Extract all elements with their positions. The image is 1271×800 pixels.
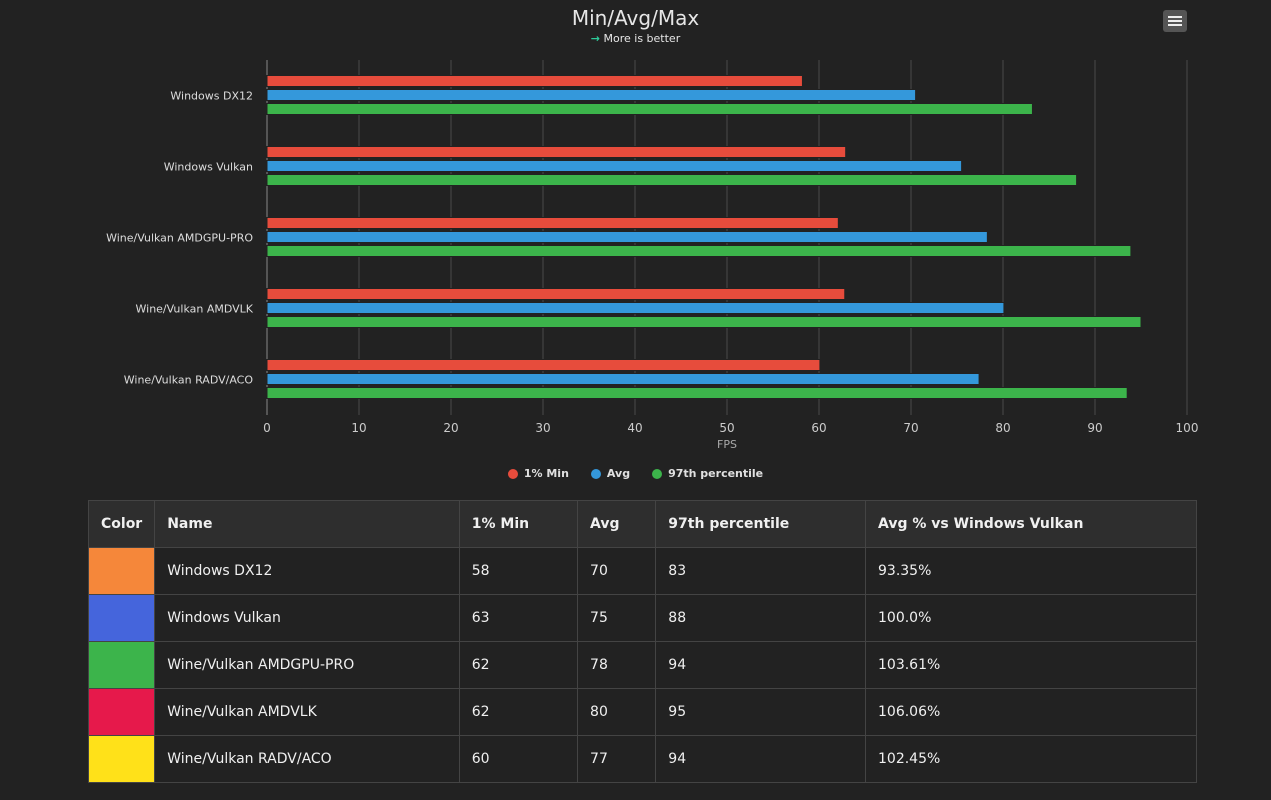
table-header-row: Color Name 1% Min Avg 97th percentile Avg % v… — [87, 500, 1197, 548]
legend-label: 97th percentile — [668, 467, 764, 480]
column-header: 97th percentile — [655, 500, 866, 548]
x-axis-label: FPS — [717, 438, 737, 451]
y-category-label: Wine/Vulkan RADV/ACO — [124, 374, 254, 387]
column-header: Name — [154, 500, 460, 548]
legend-dot-icon — [652, 468, 663, 479]
chart-subtitle: → More is better — [0, 32, 1271, 45]
cell-avg: 80 — [577, 688, 657, 736]
legend-item[interactable]: 1% Min — [507, 467, 569, 480]
cell-min: 60 — [458, 735, 579, 783]
bar-1-min[interactable] — [266, 75, 803, 87]
bar-avg[interactable] — [266, 89, 917, 101]
color-swatch — [87, 547, 156, 595]
cell-pct: 100.0% — [865, 594, 1197, 642]
bar-avg[interactable] — [266, 373, 980, 385]
table-row: Windows Vulkan 63 75 88 100.0% — [87, 594, 1197, 642]
x-tick-label: 100 — [1176, 421, 1199, 435]
cell-avg: 70 — [577, 547, 657, 595]
x-tick-label: 40 — [627, 421, 642, 435]
legend-dot-icon — [507, 468, 518, 479]
subtitle-text: More is better — [603, 32, 681, 45]
arrow-right-icon: → — [590, 32, 600, 45]
color-swatch — [87, 688, 156, 736]
cell-avg: 77 — [577, 735, 657, 783]
color-swatch — [87, 641, 156, 689]
cell-name: Windows DX12 — [154, 547, 460, 595]
y-category-label: Wine/Vulkan AMDVLK — [136, 303, 254, 316]
cell-pct: 103.61% — [865, 641, 1197, 689]
bar-avg[interactable] — [266, 160, 963, 172]
legend-label: 1% Min — [523, 467, 569, 480]
cell-avg: 78 — [577, 641, 657, 689]
cell-name: Wine/Vulkan AMDVLK — [154, 688, 460, 736]
x-tick-label: 50 — [719, 421, 734, 435]
bar-chart: 0 10 20 30 40 50 60 70 80 90 100 FPS Windows DX12 Win… — [106, 60, 1199, 451]
cell-min: 58 — [458, 547, 579, 595]
cell-p97: 95 — [655, 688, 866, 736]
x-tick-label: 80 — [995, 421, 1010, 435]
column-header: Avg % vs Windows Vulkan — [865, 500, 1197, 548]
chart-legend: 1% Min Avg 97th percentile — [0, 467, 1271, 480]
cell-pct: 93.35% — [865, 547, 1197, 595]
cell-name: Windows Vulkan — [154, 594, 460, 642]
bar-1-min[interactable] — [266, 217, 839, 229]
y-category-label: Windows Vulkan — [164, 161, 253, 174]
bar-1-min[interactable] — [266, 359, 821, 371]
cell-name: Wine/Vulkan AMDGPU-PRO — [154, 641, 460, 689]
bar-avg[interactable] — [266, 231, 988, 243]
x-tick-label: 0 — [263, 421, 271, 435]
cell-p97: 83 — [655, 547, 866, 595]
cell-min: 62 — [458, 688, 579, 736]
x-tick-label: 90 — [1087, 421, 1102, 435]
y-category-label: Wine/Vulkan AMDGPU-PRO — [106, 232, 253, 245]
cell-min: 63 — [458, 594, 579, 642]
cell-avg: 75 — [577, 594, 657, 642]
cell-p97: 88 — [655, 594, 866, 642]
legend-item[interactable]: 97th percentile — [652, 467, 763, 480]
bar-avg[interactable] — [266, 302, 1005, 314]
cell-p97: 94 — [655, 735, 866, 783]
column-header: 1% Min — [458, 500, 579, 548]
legend-label: Avg — [606, 467, 631, 480]
color-swatch — [87, 735, 156, 783]
results-table: Color Name 1% Min Avg 97th percentile Avg % v… — [87, 500, 1197, 783]
bar-1-min[interactable] — [266, 146, 847, 158]
chart-title: Min/Avg/Max — [571, 6, 700, 30]
bar-97th-percentile[interactable] — [266, 387, 1128, 399]
x-tick-label: 10 — [351, 421, 366, 435]
cell-p97: 94 — [655, 641, 866, 689]
bar-97th-percentile[interactable] — [266, 174, 1078, 186]
hamburger-menu-button[interactable] — [1163, 10, 1187, 32]
cell-name: Wine/Vulkan RADV/ACO — [154, 735, 460, 783]
color-swatch — [87, 594, 156, 642]
column-header: Avg — [577, 500, 657, 548]
x-tick-label: 70 — [903, 421, 918, 435]
table-row: Wine/Vulkan AMDVLK 62 80 95 106.06% — [87, 688, 1197, 736]
bar-97th-percentile[interactable] — [266, 103, 1033, 115]
cell-pct: 106.06% — [865, 688, 1197, 736]
cell-pct: 102.45% — [865, 735, 1197, 783]
x-tick-label: 30 — [535, 421, 550, 435]
table-row: Windows DX12 58 70 83 93.35% — [87, 547, 1197, 595]
y-category-label: Windows DX12 — [170, 90, 253, 103]
legend-dot-icon — [590, 468, 601, 479]
table-row: Wine/Vulkan AMDGPU-PRO 62 78 94 103.61% — [87, 641, 1197, 689]
x-tick-label: 60 — [811, 421, 826, 435]
legend-item[interactable]: Avg — [590, 467, 631, 480]
bar-97th-percentile[interactable] — [266, 316, 1142, 328]
x-tick-label: 20 — [443, 421, 458, 435]
table-row: Wine/Vulkan RADV/ACO 60 77 94 102.45% — [87, 735, 1197, 783]
bar-97th-percentile[interactable] — [266, 245, 1132, 257]
bar-1-min[interactable] — [266, 288, 846, 300]
cell-min: 62 — [458, 641, 579, 689]
column-header: Color — [87, 500, 156, 548]
